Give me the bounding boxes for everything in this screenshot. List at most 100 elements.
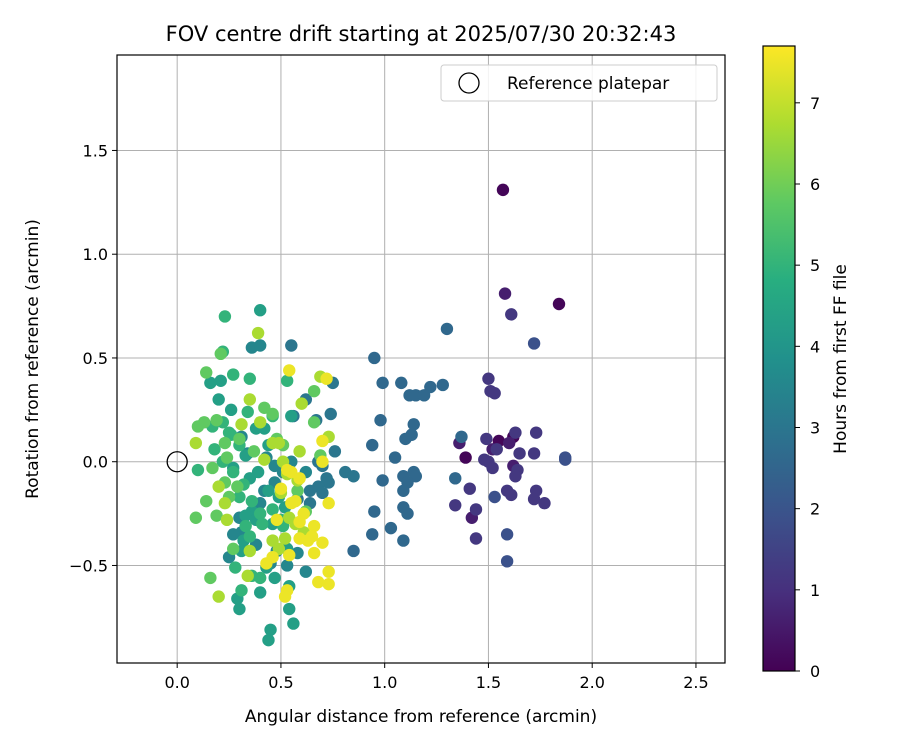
- data-point: [401, 507, 414, 520]
- data-point: [268, 571, 281, 585]
- x-tick-label: 2.0: [579, 673, 604, 692]
- data-point: [189, 511, 203, 524]
- data-point: [316, 486, 329, 500]
- data-point: [262, 484, 275, 497]
- colorbar-tick-label: 1: [810, 581, 820, 600]
- data-point: [245, 494, 259, 508]
- data-point: [395, 376, 408, 390]
- data-point: [204, 571, 217, 585]
- data-point: [322, 497, 335, 510]
- data-point: [283, 548, 296, 562]
- grid-lines: [117, 55, 725, 663]
- data-point: [316, 455, 329, 468]
- data-point: [212, 480, 225, 493]
- data-point: [218, 436, 232, 450]
- data-point: [231, 480, 244, 493]
- y-tick-label: 0.0: [83, 453, 108, 472]
- data-point: [312, 575, 325, 589]
- data-point: [307, 519, 321, 533]
- data-point: [374, 414, 387, 427]
- data-point: [266, 503, 279, 516]
- data-point: [303, 484, 317, 497]
- data-point: [513, 447, 526, 460]
- data-point: [496, 183, 510, 197]
- chart-title: FOV centre drift starting at 2025/07/30 …: [166, 22, 677, 46]
- data-point: [316, 536, 329, 549]
- legend-box: [440, 64, 718, 102]
- data-point: [235, 418, 248, 431]
- x-tick-label: 0.5: [268, 673, 293, 692]
- data-point: [260, 557, 273, 570]
- data-point: [368, 505, 381, 518]
- y-tick-label: 1.0: [83, 245, 108, 264]
- data-point: [293, 472, 306, 485]
- data-point: [328, 445, 342, 458]
- data-point: [253, 507, 267, 520]
- data-point: [278, 590, 292, 603]
- colorbar-tick-label: 0: [810, 662, 820, 681]
- data-point: [488, 387, 501, 400]
- data-point: [283, 364, 296, 377]
- data-point: [505, 488, 518, 502]
- data-point: [239, 509, 252, 522]
- data-point: [384, 521, 398, 535]
- data-point: [388, 451, 402, 464]
- data-point: [500, 528, 514, 541]
- y-tick-label: 0.5: [83, 349, 108, 368]
- data-point: [233, 602, 246, 616]
- data-point: [529, 484, 543, 497]
- data-point: [463, 482, 476, 495]
- colorbar-tick-label: 3: [810, 418, 820, 437]
- data-point: [214, 347, 227, 361]
- y-tick-label: 1.5: [83, 141, 108, 160]
- colorbar: 0 1 2 3 4 5 6 7 Hours from first FF file: [762, 45, 851, 681]
- data-point: [214, 374, 227, 387]
- data-point: [498, 287, 512, 300]
- colorbar-ticks: 0 1 2 3 4 5 6 7: [795, 94, 820, 681]
- data-point: [241, 405, 254, 419]
- data-point: [459, 451, 472, 464]
- data-point: [397, 534, 410, 547]
- data-point: [280, 374, 294, 387]
- data-point: [486, 461, 499, 475]
- data-point: [256, 517, 269, 531]
- data-point: [241, 569, 254, 583]
- data-point: [218, 310, 232, 323]
- x-tick-label: 1.0: [372, 673, 397, 692]
- colorbar-tick-label: 2: [810, 500, 820, 519]
- data-point: [397, 484, 410, 497]
- data-point: [253, 571, 267, 585]
- data-point: [191, 463, 205, 477]
- data-point: [210, 509, 223, 522]
- data-point: [272, 436, 286, 450]
- legend-marker-open-circle: [458, 72, 480, 94]
- data-point: [247, 445, 261, 458]
- data-point: [285, 409, 298, 423]
- data-point: [322, 565, 335, 578]
- data-point: [299, 565, 313, 578]
- data-point: [482, 372, 495, 385]
- data-point: [280, 559, 294, 572]
- data-point: [366, 528, 379, 541]
- colorbar-tick-label: 7: [810, 94, 820, 113]
- data-point: [527, 337, 541, 350]
- data-point: [322, 476, 335, 489]
- data-point: [266, 534, 279, 547]
- data-point: [490, 443, 503, 456]
- data-point: [293, 532, 306, 545]
- data-point: [212, 393, 225, 406]
- colorbar-label: Hours from first FF file: [831, 264, 851, 454]
- data-point: [289, 494, 302, 508]
- data-point: [243, 393, 257, 406]
- data-point: [227, 528, 240, 541]
- data-point: [200, 494, 213, 508]
- data-point: [488, 490, 501, 504]
- data-point: [258, 453, 271, 466]
- data-point: [191, 420, 205, 433]
- data-point: [283, 602, 296, 616]
- data-point: [347, 470, 360, 483]
- data-point: [502, 436, 516, 450]
- data-point: [307, 416, 321, 429]
- data-point: [274, 482, 288, 495]
- data-point: [440, 322, 454, 336]
